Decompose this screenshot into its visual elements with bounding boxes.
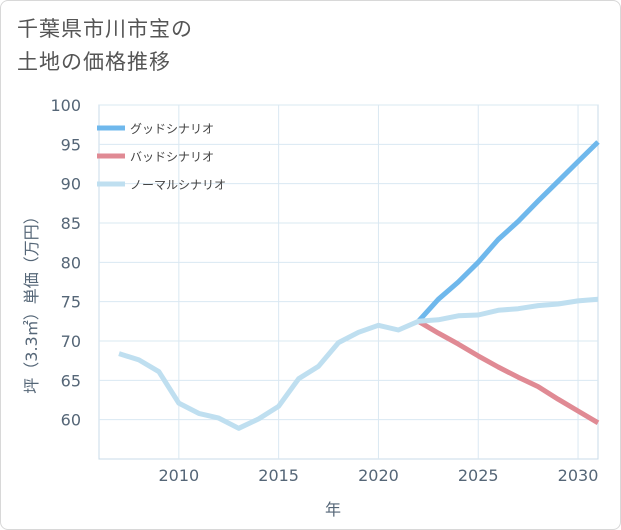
y-tick-label: 80	[61, 253, 81, 272]
chart-title: 千葉県市川市宝の 土地の価格推移	[17, 13, 193, 79]
legend-normal-label: ノーマルシナリオ	[130, 178, 226, 192]
y-tick-label: 95	[61, 135, 81, 154]
title-line-2: 土地の価格推移	[17, 50, 171, 74]
y-axis-label: 坪（3.3㎡）単価（万円）	[22, 208, 41, 393]
x-tick-label: 2030	[558, 466, 599, 485]
y-tick-label: 90	[61, 175, 81, 194]
y-tick-label: 65	[61, 371, 81, 390]
legend-bad-label: バッドシナリオ	[130, 150, 214, 164]
x-tick-label: 2020	[358, 466, 399, 485]
grid: 60 65 70 75 80 85 90 95 100 2010 2015 2020 2025 2030	[50, 96, 599, 485]
x-tick-label: 2025	[458, 466, 499, 485]
y-tick-label: 75	[61, 293, 81, 312]
y-tick-label: 70	[61, 332, 81, 351]
legend-good-label: グッドシナリオ	[130, 122, 214, 136]
x-tick-label: 2010	[158, 466, 199, 485]
title-line-1: 千葉県市川市宝の	[17, 17, 193, 41]
normal-scenario-line	[118, 296, 599, 431]
good-scenario-line	[416, 140, 600, 323]
axes: 年 坪（3.3㎡）単価（万円）	[22, 208, 341, 519]
y-tick-label: 85	[61, 214, 81, 233]
y-tick-label: 60	[61, 411, 81, 430]
x-axis-label: 年	[325, 500, 341, 519]
series-lines	[118, 140, 600, 431]
y-tick-label: 100	[50, 96, 81, 115]
x-tick-label: 2015	[258, 466, 299, 485]
bad-scenario-line	[417, 319, 600, 425]
